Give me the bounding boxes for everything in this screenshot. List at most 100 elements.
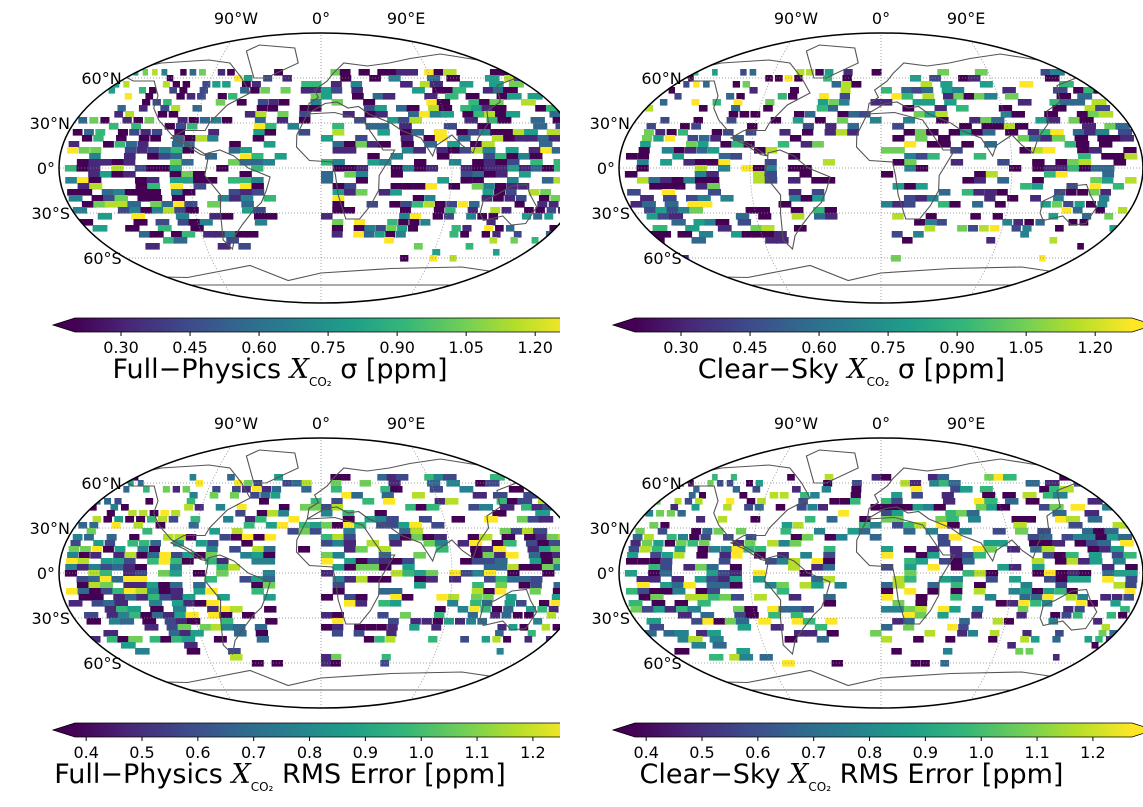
- data-cell: [264, 534, 277, 541]
- data-cell: [971, 129, 985, 136]
- data-cell: [343, 540, 357, 547]
- data-cell: [359, 480, 372, 487]
- data-cell: [491, 540, 506, 547]
- data-cell: [700, 612, 715, 619]
- data-cell: [789, 540, 802, 547]
- data-cell: [546, 534, 560, 541]
- data-cell: [914, 612, 927, 619]
- data-cell: [440, 111, 454, 118]
- data-cell: [494, 588, 507, 595]
- data-cell: [1042, 552, 1056, 559]
- data-cell: [1124, 153, 1138, 160]
- data-cell: [460, 165, 473, 172]
- data-cell: [666, 510, 675, 517]
- data-cell: [646, 618, 662, 625]
- data-cell: [641, 540, 653, 547]
- data-cell: [483, 558, 496, 565]
- data-cell: [432, 618, 443, 625]
- data-cell: [184, 201, 198, 208]
- data-cell: [124, 93, 133, 100]
- data-cell: [255, 516, 267, 523]
- data-cell: [127, 606, 142, 613]
- latitude-label: 0°: [597, 159, 615, 178]
- data-cell: [151, 207, 166, 214]
- data-cell: [653, 540, 664, 547]
- data-cell: [538, 600, 550, 607]
- data-cell: [489, 474, 505, 481]
- data-cell: [764, 177, 778, 184]
- data-cell: [138, 231, 154, 238]
- data-cell: [372, 93, 385, 100]
- data-cell: [1089, 558, 1103, 565]
- data-cell: [195, 135, 207, 142]
- data-cell: [1055, 630, 1064, 637]
- data-cell: [144, 624, 159, 631]
- data-cell: [128, 510, 137, 517]
- data-cell: [437, 177, 450, 184]
- data-cell: [518, 576, 531, 583]
- data-cell: [1081, 213, 1092, 220]
- data-cell: [1077, 594, 1089, 601]
- data-cell: [1097, 135, 1112, 142]
- data-cell: [733, 99, 743, 106]
- data-cell: [429, 81, 443, 88]
- data-cell: [390, 171, 403, 178]
- data-cell: [957, 225, 968, 232]
- data-cell: [903, 624, 915, 631]
- data-cell: [414, 582, 426, 589]
- data-cell: [641, 135, 653, 142]
- title-clear-sky-sigma: Clear−Sky XCO₂ σ [ppm]: [697, 354, 1006, 389]
- data-cell: [518, 582, 531, 589]
- colorbar-tick-label: 0.7: [801, 743, 826, 761]
- data-cell: [192, 171, 206, 178]
- data-cell: [1065, 594, 1077, 601]
- data-cell: [698, 201, 713, 208]
- data-cell: [104, 606, 119, 613]
- data-cell: [443, 618, 454, 625]
- data-cell: [523, 480, 540, 487]
- data-cell: [979, 81, 993, 88]
- data-cell: [1055, 171, 1068, 178]
- data-cell: [683, 177, 697, 184]
- data-cell: [268, 99, 279, 106]
- data-cell: [823, 600, 837, 607]
- data-cell: [927, 564, 940, 571]
- data-cell: [1125, 570, 1138, 577]
- data-cell: [800, 195, 814, 202]
- data-cell: [529, 558, 543, 565]
- data-cell: [481, 195, 493, 202]
- data-cell: [915, 165, 929, 172]
- data-cell: [1072, 129, 1087, 136]
- data-cell: [921, 87, 934, 94]
- data-cell: [505, 111, 521, 118]
- data-cell: [505, 147, 519, 154]
- data-cell: [433, 474, 447, 481]
- data-cell: [168, 516, 179, 523]
- data-cell: [504, 75, 520, 82]
- data-cell: [1098, 630, 1107, 637]
- data-cell: [1052, 87, 1068, 94]
- data-cell: [353, 630, 365, 637]
- data-cell: [672, 153, 684, 160]
- data-cell: [263, 552, 276, 559]
- data-cell: [968, 630, 978, 637]
- data-cell: [823, 552, 836, 559]
- data-cell: [655, 207, 670, 214]
- data-cell: [282, 75, 292, 82]
- data-cell: [842, 75, 852, 82]
- data-cell: [160, 105, 170, 112]
- data-cell: [817, 504, 829, 511]
- data-cell: [648, 564, 661, 571]
- data-cell: [78, 522, 88, 529]
- data-cell: [986, 237, 996, 244]
- data-cell: [374, 510, 387, 517]
- data-cell: [1084, 636, 1093, 643]
- data-cell: [116, 606, 130, 613]
- data-cell: [810, 492, 820, 499]
- data-cell: [433, 69, 447, 76]
- data-cell: [355, 165, 369, 172]
- data-cell: [413, 183, 426, 190]
- data-cell: [912, 504, 925, 511]
- data-cell: [792, 486, 801, 493]
- data-cell: [108, 87, 116, 94]
